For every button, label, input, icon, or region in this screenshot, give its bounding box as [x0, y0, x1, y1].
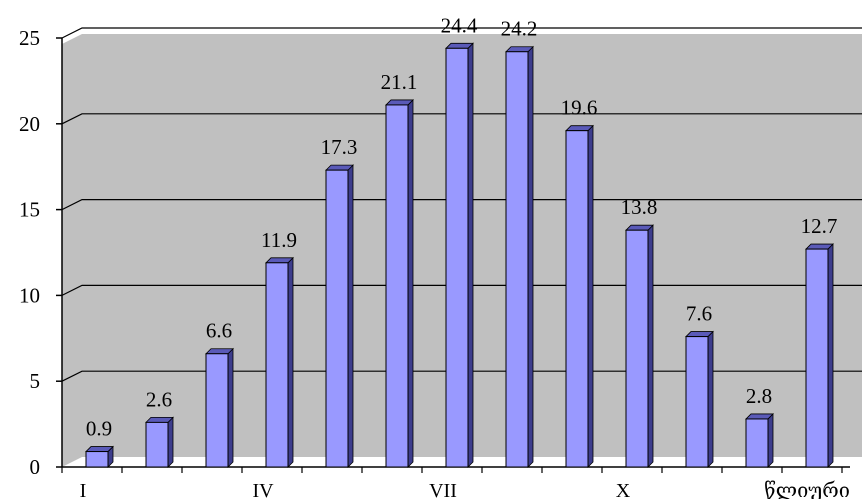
- bar: [505, 51, 529, 468]
- bar-side: [767, 412, 774, 468]
- bar-side: [647, 224, 654, 468]
- bar-top: [85, 446, 114, 452]
- bar: [805, 248, 829, 468]
- gridlines: [61, 27, 862, 382]
- bar-top: [625, 224, 654, 231]
- data-label: 13.8: [621, 195, 658, 219]
- bar: [565, 130, 589, 468]
- bar: [625, 229, 649, 468]
- bar-top: [805, 243, 834, 250]
- bar-top: [565, 125, 594, 132]
- bar-side: [407, 98, 414, 468]
- bar-side: [587, 124, 594, 468]
- y-tick-label: 5: [30, 369, 41, 393]
- bar: [325, 169, 349, 468]
- bar-top: [445, 42, 474, 49]
- data-label: 19.6: [561, 96, 598, 120]
- y-tick-label: 15: [19, 198, 40, 222]
- data-label: 7.6: [686, 302, 712, 326]
- x-category-label: I: [80, 480, 87, 499]
- data-label: 11.9: [261, 228, 297, 252]
- bar-top: [505, 46, 534, 53]
- bar: [385, 104, 409, 468]
- bar-side: [707, 330, 714, 468]
- y-tick-label: 0: [30, 455, 41, 479]
- bar-side: [347, 164, 354, 468]
- bar: [745, 418, 769, 468]
- data-label: 6.6: [206, 319, 232, 343]
- data-label: 2.8: [746, 384, 772, 408]
- bar-side: [287, 256, 294, 468]
- gridline: [61, 27, 862, 39]
- data-label: 24.4: [441, 13, 478, 37]
- x-category-label: VII: [429, 480, 457, 499]
- bar: [265, 262, 289, 468]
- data-label: 17.3: [321, 135, 358, 159]
- labels: 0 5 10 15 20 25 0.9 I 2.6 6.6 11.9 IV 17.3 21.1 24.4 VI…: [19, 13, 850, 499]
- x-category-label: X: [616, 480, 631, 499]
- bar-side: [467, 42, 474, 468]
- data-label: 2.6: [146, 387, 172, 411]
- data-label: 24.2: [501, 17, 538, 41]
- gridline: [61, 113, 862, 125]
- y-tick-label: 10: [19, 283, 40, 307]
- data-label: 0.9: [86, 417, 112, 441]
- y-tick-label: 25: [19, 26, 40, 50]
- bar-side: [227, 347, 234, 468]
- bar: [145, 421, 169, 468]
- bar-top: [385, 99, 414, 106]
- bar: [445, 47, 469, 468]
- x-category-label: IV: [252, 480, 274, 499]
- bar-top: [205, 348, 234, 355]
- bar-side: [827, 243, 834, 468]
- bar-top: [685, 331, 714, 337]
- bar: [85, 451, 109, 468]
- bar-top: [325, 164, 354, 171]
- gridline: [61, 370, 862, 382]
- bar: [685, 336, 709, 468]
- gridline: [61, 199, 862, 211]
- bars: [85, 42, 834, 468]
- bar-top: [265, 257, 294, 264]
- gridline: [61, 284, 862, 296]
- bar-side: [167, 416, 174, 468]
- data-label: 12.7: [801, 214, 838, 238]
- x-category-label: წლიური: [764, 480, 850, 499]
- bar-top: [145, 416, 174, 423]
- bar: [205, 353, 229, 468]
- data-label: 21.1: [381, 70, 418, 94]
- bar-top: [745, 413, 774, 420]
- bar-side: [527, 45, 534, 468]
- y-tick-label: 20: [19, 112, 40, 136]
